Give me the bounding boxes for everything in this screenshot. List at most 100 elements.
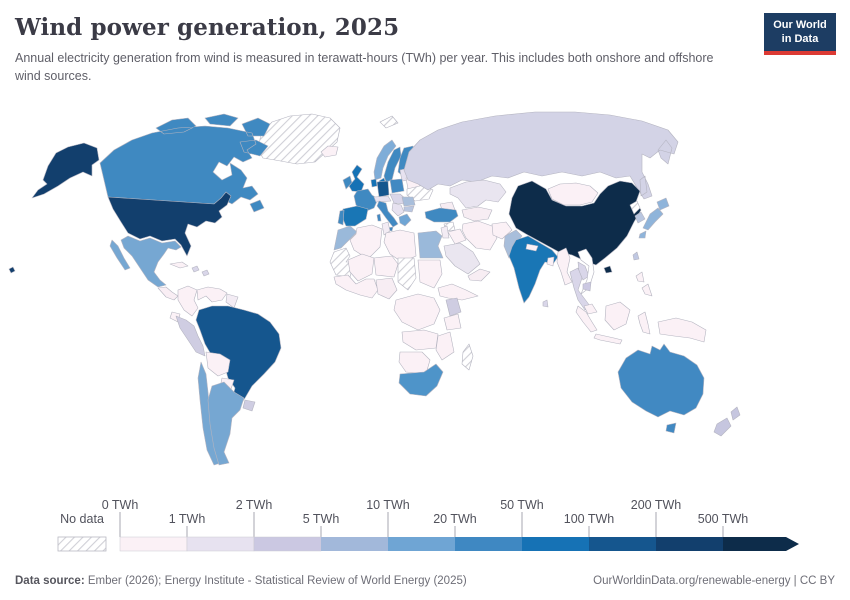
country-mali[interactable] bbox=[347, 253, 375, 282]
data-source-text: Ember (2026); Energy Institute - Statist… bbox=[87, 575, 467, 587]
country-cambodia[interactable] bbox=[582, 281, 592, 292]
country-egypt[interactable] bbox=[417, 230, 444, 259]
country-niger[interactable] bbox=[373, 255, 399, 278]
country-yemen-oman[interactable] bbox=[467, 268, 491, 282]
country-nepal[interactable] bbox=[525, 243, 539, 252]
country-canada[interactable] bbox=[99, 113, 271, 213]
country-romania[interactable] bbox=[401, 196, 416, 207]
legend-band-100-200[interactable] bbox=[589, 537, 656, 551]
country-greenland[interactable] bbox=[257, 113, 341, 165]
country-france[interactable] bbox=[353, 188, 379, 213]
country-sri-lanka[interactable] bbox=[542, 299, 549, 308]
legend-band-50-100[interactable] bbox=[522, 537, 589, 551]
country-mozambique-zimbabwe[interactable] bbox=[435, 331, 455, 361]
country-north-korea[interactable] bbox=[629, 200, 641, 215]
legend-tick-label: 10 TWh bbox=[366, 498, 410, 512]
legend: No data 0 TWh 2 TWh 10 TWh 50 TWh 200 TW… bbox=[0, 492, 850, 564]
rights-link[interactable]: OurWorldinData.org/renewable-energy | CC… bbox=[593, 575, 835, 587]
country-peru[interactable] bbox=[175, 315, 206, 357]
country-iran[interactable] bbox=[461, 220, 498, 251]
country-greece[interactable] bbox=[398, 213, 412, 227]
legend-no-data-swatch[interactable] bbox=[57, 536, 107, 552]
country-tanzania[interactable] bbox=[443, 313, 462, 331]
country-saudi-arabia[interactable] bbox=[443, 242, 481, 275]
country-nigeria[interactable] bbox=[375, 277, 398, 300]
legend-band-20-50[interactable] bbox=[455, 537, 522, 551]
legend-tick-marks bbox=[119, 512, 724, 537]
country-new-zealand[interactable] bbox=[713, 406, 741, 437]
country-ethiopia-horn[interactable] bbox=[437, 283, 479, 301]
legend-band-10-20[interactable] bbox=[388, 537, 455, 551]
country-taiwan[interactable] bbox=[632, 251, 640, 261]
country-russia[interactable] bbox=[403, 111, 679, 200]
country-new-guinea[interactable] bbox=[657, 317, 707, 343]
country-poland[interactable] bbox=[389, 178, 405, 194]
legend-band-5-10[interactable] bbox=[321, 537, 388, 551]
country-australia[interactable] bbox=[617, 343, 705, 434]
country-spain[interactable] bbox=[341, 205, 369, 227]
country-central-africa[interactable] bbox=[393, 293, 441, 331]
country-bulgaria[interactable] bbox=[403, 205, 415, 213]
country-namibia-botswana[interactable] bbox=[398, 351, 431, 375]
country-germany[interactable] bbox=[376, 180, 390, 198]
country-kenya[interactable] bbox=[445, 297, 462, 317]
country-tunisia[interactable] bbox=[381, 221, 391, 236]
country-netherlands-belgium[interactable] bbox=[370, 178, 378, 188]
legend-band-500-plus[interactable] bbox=[723, 537, 799, 551]
country-indonesia[interactable] bbox=[575, 301, 651, 345]
country-switzerland-austria[interactable] bbox=[373, 195, 392, 203]
country-caribbean[interactable] bbox=[191, 265, 210, 277]
legend-band-200-500[interactable] bbox=[656, 537, 723, 551]
legend-tick-label: 0 TWh bbox=[102, 498, 139, 512]
country-afghanistan[interactable] bbox=[491, 221, 513, 240]
world-map bbox=[8, 111, 741, 466]
country-united-states[interactable] bbox=[8, 142, 232, 274]
legend-band-1-2[interactable] bbox=[186, 536, 255, 552]
legend-tick-label: 200 TWh bbox=[631, 498, 682, 512]
data-source-note: Data source: Ember (2026); Energy Instit… bbox=[15, 575, 467, 587]
country-india[interactable] bbox=[508, 235, 559, 304]
legend-tick-label: 5 TWh bbox=[303, 512, 340, 526]
country-central-asia[interactable] bbox=[461, 206, 493, 222]
country-mexico[interactable] bbox=[109, 235, 182, 288]
country-angola-zambia[interactable] bbox=[401, 329, 439, 351]
country-thailand[interactable] bbox=[569, 267, 591, 311]
country-chad[interactable] bbox=[397, 257, 417, 291]
country-malaysia[interactable] bbox=[583, 303, 598, 315]
country-south-africa[interactable] bbox=[398, 363, 444, 397]
country-colombia[interactable] bbox=[177, 285, 199, 317]
page-title: Wind power generation, 2025 bbox=[15, 14, 400, 41]
country-iraq[interactable] bbox=[447, 228, 467, 245]
country-argentina[interactable] bbox=[207, 381, 245, 466]
country-kazakhstan[interactable] bbox=[449, 179, 507, 209]
country-united-kingdom[interactable] bbox=[348, 164, 365, 193]
country-bangladesh[interactable] bbox=[546, 256, 555, 267]
country-turkey[interactable] bbox=[424, 207, 459, 223]
owid-logo[interactable]: Our World in Data bbox=[764, 13, 836, 55]
country-brazil[interactable] bbox=[195, 305, 282, 409]
legend-tick-label: 100 TWh bbox=[564, 512, 615, 526]
legend-band-0-1[interactable] bbox=[119, 536, 188, 552]
country-central-america[interactable] bbox=[157, 286, 179, 301]
country-norway[interactable] bbox=[373, 139, 397, 181]
country-myanmar[interactable] bbox=[556, 247, 573, 286]
owid-logo-line1: Our World bbox=[773, 19, 827, 31]
legend-band-2-5[interactable] bbox=[253, 536, 322, 552]
country-cuba[interactable] bbox=[169, 261, 189, 269]
country-madagascar[interactable] bbox=[461, 343, 474, 371]
country-south-korea[interactable] bbox=[634, 211, 646, 224]
country-sudan[interactable] bbox=[417, 259, 443, 289]
country-uruguay[interactable] bbox=[242, 399, 256, 412]
country-balkans[interactable] bbox=[391, 202, 405, 217]
country-jordan-israel[interactable] bbox=[440, 225, 450, 239]
country-morocco[interactable] bbox=[333, 225, 358, 251]
country-mongolia[interactable] bbox=[547, 182, 599, 206]
country-japan[interactable] bbox=[638, 197, 670, 239]
country-iceland[interactable] bbox=[320, 145, 339, 158]
country-philippines[interactable] bbox=[635, 271, 653, 297]
country-bolivia[interactable] bbox=[205, 351, 231, 377]
country-svalbard[interactable] bbox=[379, 115, 399, 129]
country-venezuela[interactable] bbox=[196, 286, 228, 303]
country-portugal[interactable] bbox=[337, 209, 345, 226]
